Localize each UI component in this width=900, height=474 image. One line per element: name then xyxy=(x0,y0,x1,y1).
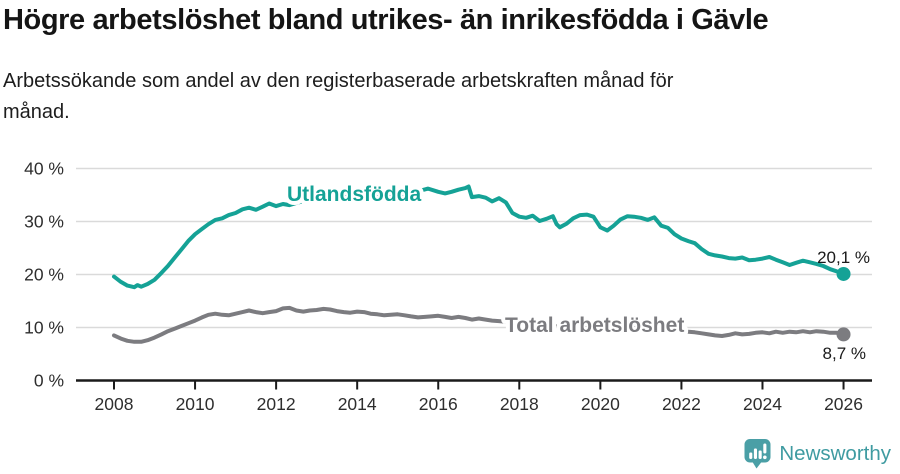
series-line-total xyxy=(112,305,846,344)
series-label-total: Total arbetslöshet xyxy=(505,314,684,337)
series-end-dot-total xyxy=(836,327,851,342)
x-tick-label: 2008 xyxy=(95,394,134,414)
subtitle-line-1: Arbetssökande som andel av den registerb… xyxy=(3,70,674,92)
bar-chart-speech-bubble-icon xyxy=(744,439,771,469)
x-tick-label: 2010 xyxy=(176,394,215,414)
end-value-label-utlandsfodda: 20,1 % xyxy=(817,248,870,267)
chart-subtitle: Arbetssökande som andel av den registerb… xyxy=(3,66,863,128)
y-tick-label: 30 % xyxy=(24,212,64,232)
y-tick-label: 20 % xyxy=(24,265,64,285)
x-tick-label: 2016 xyxy=(419,394,458,414)
series-label-utlandsfodda: Utlandsfödda xyxy=(287,183,421,206)
x-tick-label: 2018 xyxy=(500,394,539,414)
y-tick-label: 40 % xyxy=(24,159,64,179)
x-tick-label: 2022 xyxy=(662,394,701,414)
logo-text: Newsworthy xyxy=(779,441,891,465)
page-title: Högre arbetslöshet bland utrikes- än inr… xyxy=(3,4,769,36)
x-tick-label: 2026 xyxy=(824,394,863,414)
y-tick-label: 10 % xyxy=(24,318,64,338)
newsworthy-logo: Newsworthy xyxy=(743,438,891,469)
subtitle-line-2: månad. xyxy=(3,101,70,123)
y-tick-label: 0 % xyxy=(34,371,64,391)
end-value-label-total: 8,7 % xyxy=(823,344,866,363)
x-tick-label: 2024 xyxy=(743,394,782,414)
x-tick-label: 2020 xyxy=(581,394,620,414)
series-end-dot-utlandsfodda xyxy=(836,266,851,281)
x-tick-label: 2012 xyxy=(257,394,296,414)
series-line-utlandsfodda xyxy=(112,184,846,290)
x-tick-label: 2014 xyxy=(338,394,377,414)
